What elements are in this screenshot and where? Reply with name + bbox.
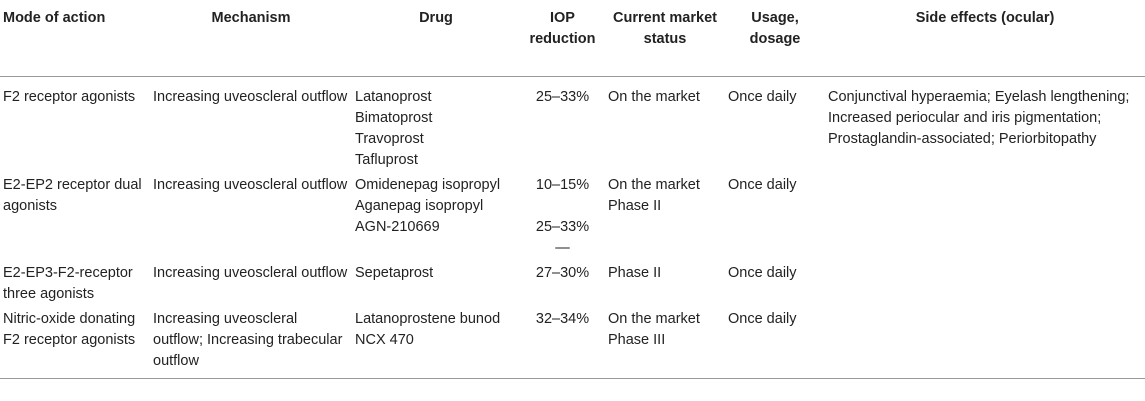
table-cell: 27–30% xyxy=(520,261,605,307)
table-cell: Increasing uveoscleral outflow; Increasi… xyxy=(150,307,352,379)
cell-entry: 25–33% xyxy=(535,89,590,105)
cell-entry: 27–30% xyxy=(535,265,590,281)
drug-table: Mode of action Mechanism Drug IOP reduction… xyxy=(0,0,1145,379)
cell-entry: Phase II xyxy=(608,198,662,214)
cell-entry: Aganepag isopropyl xyxy=(355,198,484,214)
table-cell: Once daily xyxy=(725,261,825,307)
table-cell: 10–15% 25–33% — xyxy=(520,173,605,261)
table-row: E2-EP2 receptor dual agonists Increasing … xyxy=(0,173,1145,261)
table-row: F2 receptor agonists Increasing uveoscler… xyxy=(0,77,1145,174)
cell-entry: Travoprost xyxy=(355,131,424,147)
cell-entry: Increasing uveoscleral outflow xyxy=(153,265,348,281)
header-cell: Side effects (ocular) xyxy=(825,0,1145,77)
table-cell: Once daily xyxy=(725,77,825,174)
cell-entry: E2-EP2 receptor dual agonists xyxy=(3,177,142,214)
table-cell: Omidenepag isopropyl Aganepag isopropyl AG… xyxy=(352,173,520,261)
table-cell: Once daily xyxy=(725,307,825,379)
table-cell: Conjunctival hyperaemia; Eyelash lengthe… xyxy=(825,77,1145,379)
cell-entry: Tafluprost xyxy=(355,152,418,168)
table-cell: On the market Phase II xyxy=(605,173,725,261)
table-cell: Sepetaprost xyxy=(352,261,520,307)
table-cell: Increasing uveoscleral outflow xyxy=(150,77,352,174)
cell-entry: On the market xyxy=(608,89,700,105)
cell-entry: On the market xyxy=(608,177,700,193)
header-cell: Current market status xyxy=(605,0,725,77)
header-cell: Mechanism xyxy=(150,0,352,77)
cell-entry: Nitric-oxide donating F2 receptor agonis… xyxy=(3,311,136,348)
table-cell: On the market xyxy=(605,77,725,174)
table-cell: On the market Phase III xyxy=(605,307,725,379)
header-row: Mode of action Mechanism Drug IOP reduction… xyxy=(0,0,1145,77)
cell-entry: Phase III xyxy=(608,332,666,348)
cell-entry: AGN-210669 xyxy=(355,219,440,235)
table-cell: E2-EP2 receptor dual agonists xyxy=(0,173,150,261)
cell-entry: Latanoprostene bunod NCX 470 xyxy=(355,311,501,348)
table-cell: Latanoprost Bimatoprost Travoprost Taflupro… xyxy=(352,77,520,174)
table-cell: E2-EP3-F2-receptor three agonists xyxy=(0,261,150,307)
table-cell: Increasing uveoscleral outflow xyxy=(150,173,352,261)
cell-entry: 25–33% xyxy=(535,219,590,235)
header-cell: Usage, dosage xyxy=(725,0,825,77)
cell-entry: Bimatoprost xyxy=(355,110,433,126)
cell-entry: Sepetaprost xyxy=(355,265,434,281)
table-cell: 32–34% xyxy=(520,307,605,379)
table-cell: Latanoprostene bunod NCX 470 xyxy=(352,307,520,379)
cell-entry: Increasing uveoscleral outflow xyxy=(153,177,348,193)
cell-entry: Once daily xyxy=(728,311,797,327)
table-cell: 25–33% xyxy=(520,77,605,174)
cell-entry: Increasing uveoscleral outflow; Increasi… xyxy=(153,311,343,369)
table-cell: Phase II xyxy=(605,261,725,307)
table-body: F2 receptor agonists Increasing uveoscler… xyxy=(0,77,1145,379)
table-row: Nitric-oxide donating F2 receptor agonis… xyxy=(0,307,1145,379)
header-cell: Drug xyxy=(352,0,520,77)
cell-entry: On the market xyxy=(608,311,700,327)
cell-entry: F2 receptor agonists xyxy=(3,89,136,105)
cell-entry: — xyxy=(555,240,570,256)
cell-entry: Once daily xyxy=(728,177,797,193)
header-cell: IOP reduction xyxy=(520,0,605,77)
table-row: E2-EP3-F2-receptor three agonists Increas… xyxy=(0,261,1145,307)
cell-entry: Increasing uveoscleral outflow xyxy=(153,89,348,105)
cell-entry: Omidenepag isopropyl xyxy=(355,177,501,193)
cell-entry: Once daily xyxy=(728,89,797,105)
header-cell: Mode of action xyxy=(0,0,150,77)
cell-entry: Latanoprost xyxy=(355,89,432,105)
cell-entry: Once daily xyxy=(728,265,797,281)
cell-entry: 10–15% xyxy=(535,177,590,193)
table-cell: Increasing uveoscleral outflow xyxy=(150,261,352,307)
cell-entry: 32–34% xyxy=(535,311,590,327)
cell-entry: Conjunctival hyperaemia; Eyelash lengthe… xyxy=(828,89,1130,147)
cell-entry: E2-EP3-F2-receptor three agonists xyxy=(3,265,133,302)
table-cell: Nitric-oxide donating F2 receptor agonis… xyxy=(0,307,150,379)
table-cell: Once daily xyxy=(725,173,825,261)
table-cell: F2 receptor agonists xyxy=(0,77,150,174)
cell-entry: Phase II xyxy=(608,265,662,281)
